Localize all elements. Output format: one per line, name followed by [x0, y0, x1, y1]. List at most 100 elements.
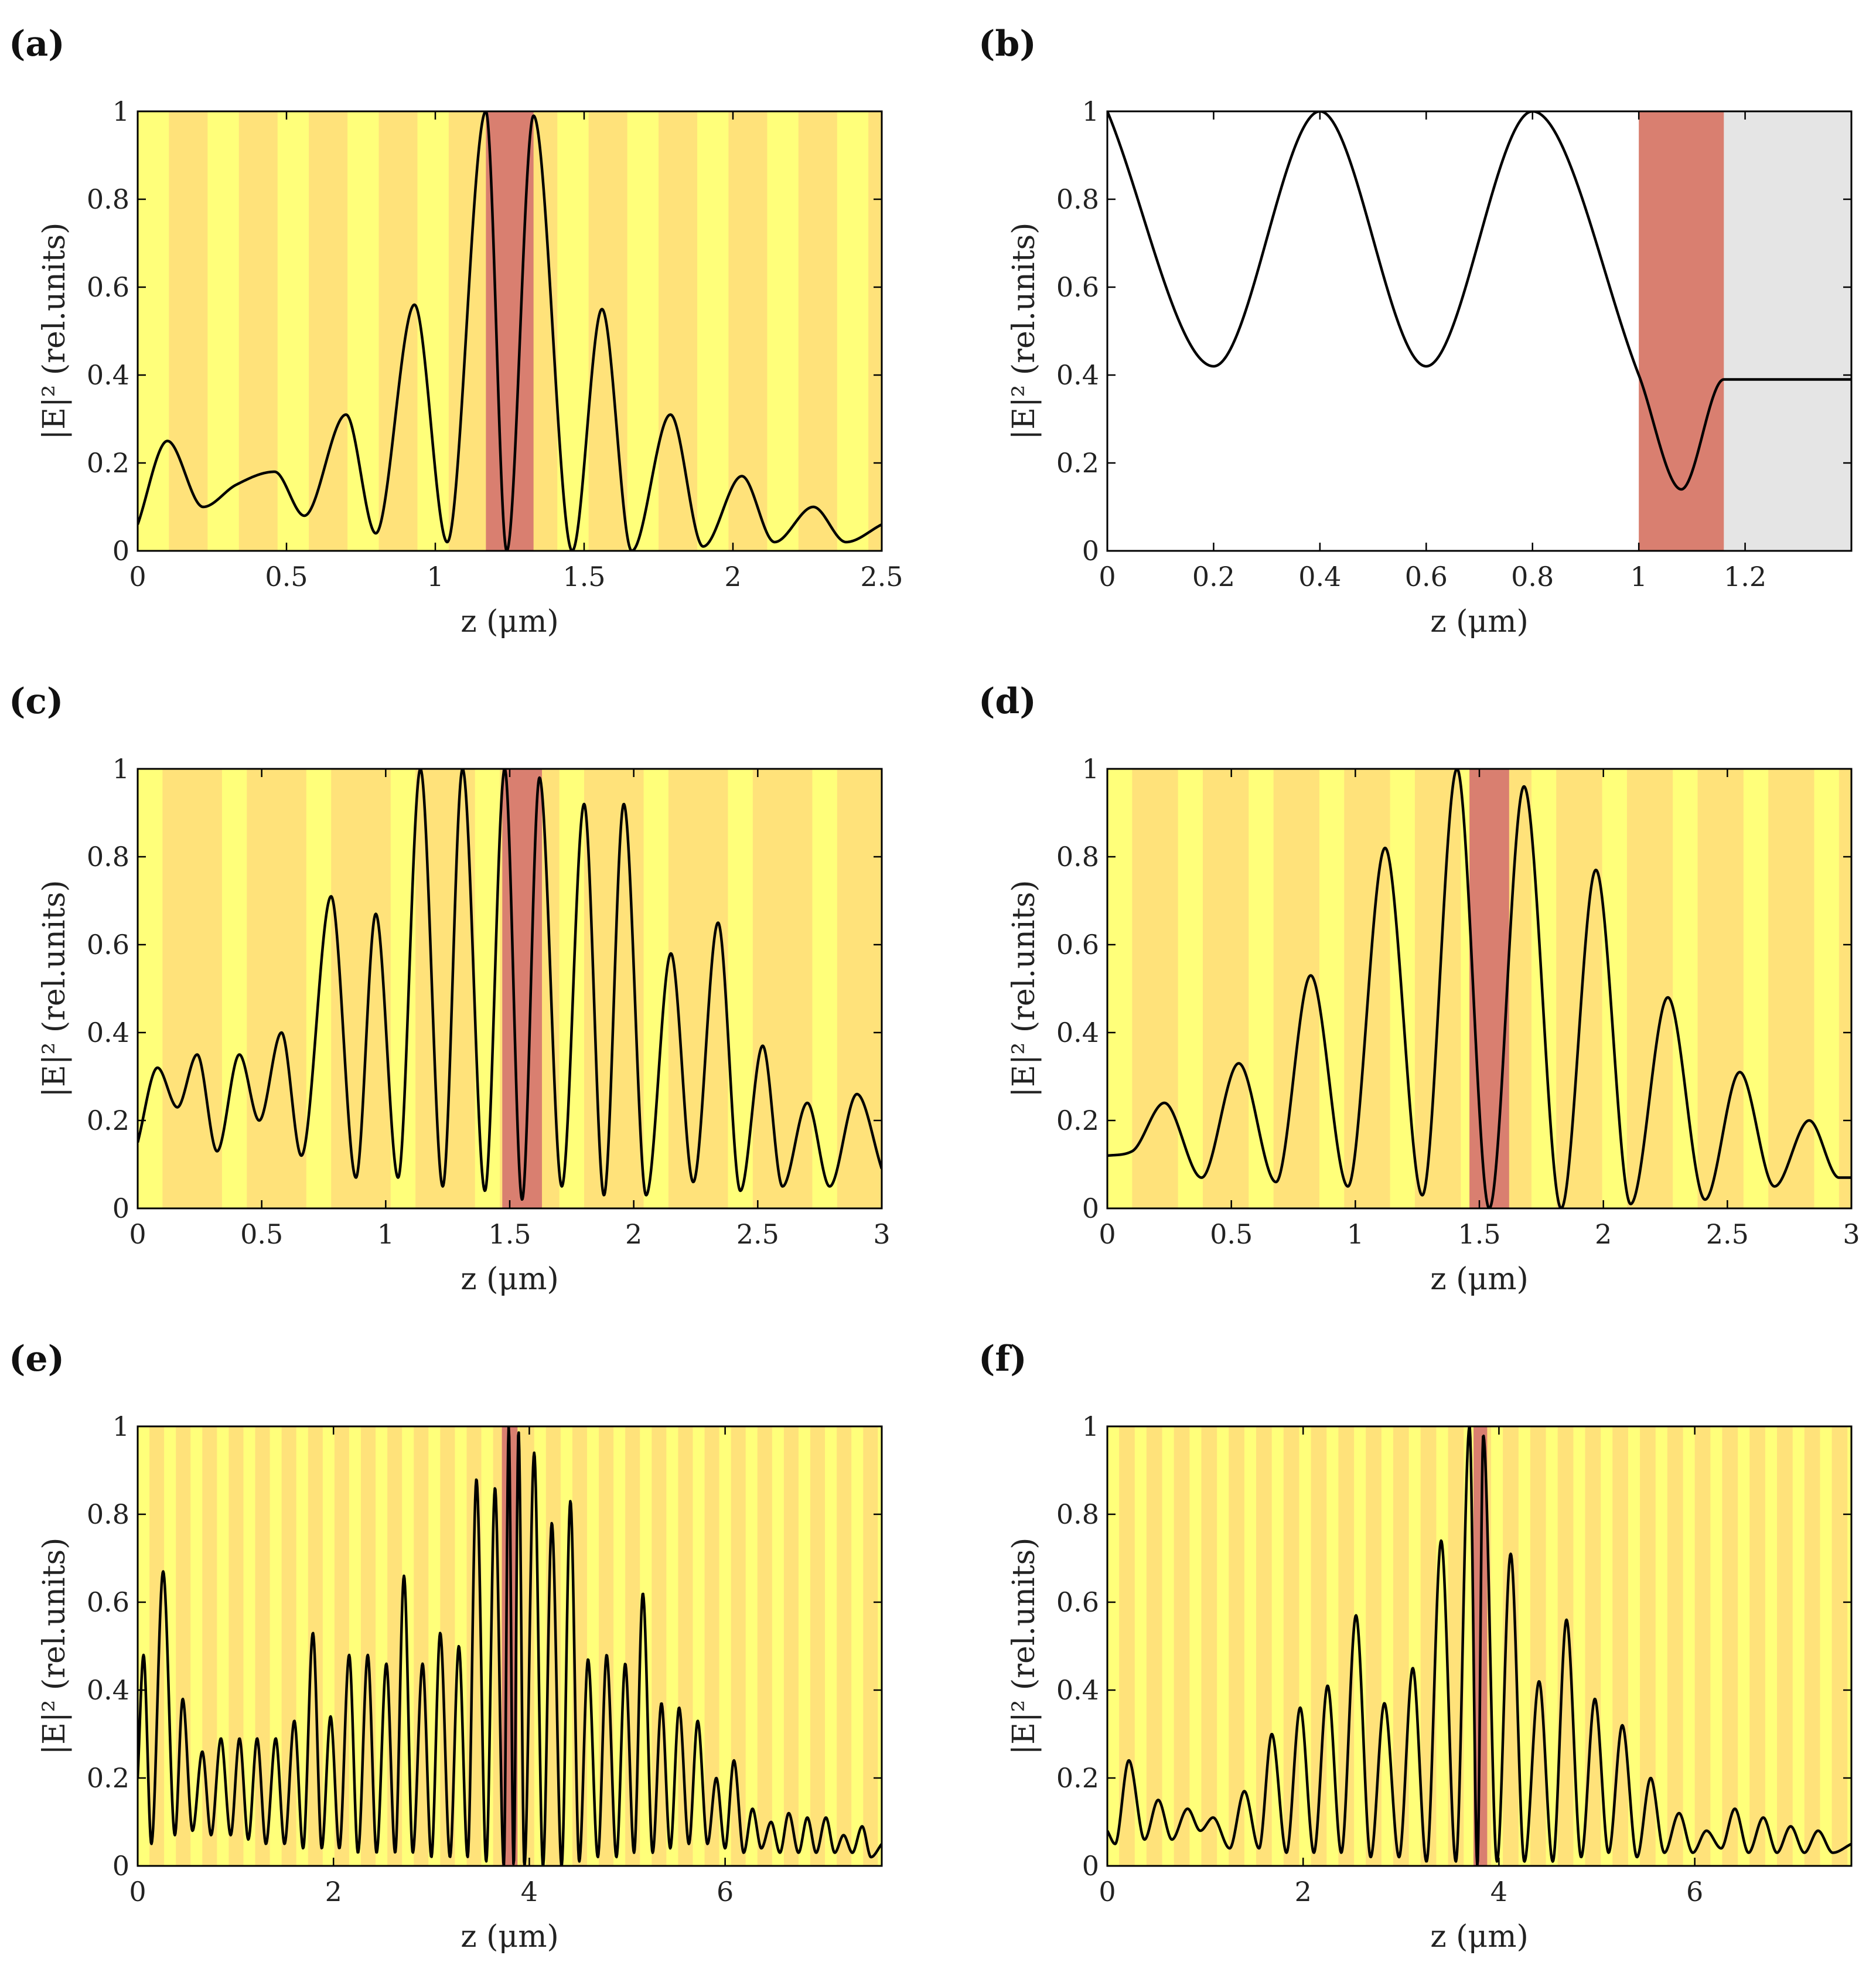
y-tick-label: 0 [1082, 1193, 1099, 1224]
dark-layer-band [228, 1426, 244, 1866]
x-tick-label: 1 [1631, 561, 1648, 592]
dark-layer-band [1256, 1426, 1272, 1866]
dark-layer-band [1448, 1426, 1464, 1866]
dark-layer-band [1344, 769, 1390, 1208]
y-axis-label: |E|² (rel.units) [1007, 223, 1042, 440]
dark-layer-band [1831, 1426, 1848, 1866]
substrate-region [1724, 111, 1851, 551]
dark-layer-band [149, 1426, 165, 1866]
y-tick-label: 0.4 [87, 359, 129, 391]
x-tick-label: 1 [1347, 1218, 1364, 1250]
dark-layer-band [1722, 1426, 1738, 1866]
x-tick-label: 0 [1099, 1218, 1116, 1250]
x-tick-label: 1.2 [1724, 561, 1766, 592]
dark-layer-band [1414, 769, 1461, 1208]
y-tick-label: 0.6 [1056, 929, 1099, 960]
chart-panel-f: 0 2 4 6 0 0.2 0.4 0.6 0.8 1 z (μm) |E|² (rel.units)… [978, 1338, 1853, 1954]
y-tick-label: 0.8 [1056, 183, 1099, 215]
y-tick-label: 0.2 [1056, 447, 1099, 479]
x-axis-label: z (μm) [461, 604, 559, 639]
plot-area [1107, 111, 1851, 551]
chart-panel-e: 0 2 4 6 0 0.2 0.4 0.6 0.8 1 z (μm) |E|² (rel.units)… [9, 1338, 883, 1954]
dark-layer-band [1119, 1426, 1135, 1866]
x-axis-label: z (μm) [1430, 1919, 1529, 1954]
dark-layer-band [448, 111, 487, 551]
x-tick-label: 0 [1099, 561, 1116, 592]
panel-label-f: (f) [978, 1338, 1027, 1379]
x-tick-label: 2.5 [1706, 1218, 1749, 1250]
field-intensity-curve [1107, 769, 1851, 1208]
dark-layer-band [1201, 1426, 1217, 1866]
dark-layer-band [1839, 769, 1851, 1208]
x-tick-label: 4 [521, 1876, 538, 1908]
dark-layer-band [1174, 1426, 1190, 1866]
x-tick-label: 0.2 [1192, 561, 1235, 592]
x-tick-label: 6 [717, 1876, 734, 1908]
y-tick-label: 0.6 [87, 929, 129, 960]
plot-area [138, 769, 882, 1208]
plot-frame [137, 110, 883, 552]
dark-layer-band [1273, 769, 1319, 1208]
x-tick-label: 1 [377, 1218, 394, 1250]
dark-layer-band [752, 769, 813, 1208]
dark-layer-band [810, 1426, 826, 1866]
dark-layer-band [1393, 1426, 1409, 1866]
y-axis-label: |E|² (rel.units) [1007, 880, 1042, 1098]
plot-area [1107, 769, 1851, 1208]
dark-layer-band [1557, 1426, 1574, 1866]
x-tick-label: 1.5 [1458, 1218, 1500, 1250]
y-tick-label: 0.8 [1056, 841, 1099, 873]
y-tick-label: 0.8 [87, 1498, 129, 1530]
x-tick-label: 0.6 [1405, 561, 1448, 592]
x-tick-label: 2.5 [736, 1218, 779, 1250]
x-tick-label: 0.5 [240, 1218, 283, 1250]
x-tick-label: 3 [873, 1218, 890, 1250]
y-axis-label: |E|² (rel.units) [1007, 1538, 1042, 1755]
dark-layer-band [868, 111, 882, 551]
y-tick-label: 0.2 [87, 1105, 129, 1136]
x-tick-label: 2 [625, 1218, 642, 1250]
dark-layer-band [1640, 1426, 1656, 1866]
chart-panel-b: 0 0.2 0.4 0.6 0.8 1 1.2 0 0.2 0.4 0.6 0.8 1 z (μm) |E|… [978, 23, 1853, 639]
dark-layer-band [1667, 1426, 1683, 1866]
y-tick-label: 1 [1082, 1411, 1099, 1442]
field-intensity-curve [138, 1426, 882, 1866]
dark-layer-band [238, 111, 278, 551]
y-tick-label: 0.6 [1056, 271, 1099, 303]
dark-layer-band [704, 1426, 719, 1866]
dark-layer-band [668, 769, 728, 1208]
y-tick-label: 0 [112, 1193, 129, 1224]
x-axis-label: z (μm) [1430, 604, 1529, 639]
dark-layer-band [309, 111, 348, 551]
dark-layer-band [1420, 1426, 1437, 1866]
x-tick-label: 0 [129, 1218, 146, 1250]
x-tick-label: 0.5 [1210, 1218, 1253, 1250]
field-intensity-curve [1107, 111, 1851, 491]
plot-frame [1106, 110, 1853, 552]
chart-panel-d: 0 0.5 1 1.5 2 2.5 3 0 0.2 0.4 0.6 0.8 1 z (μm) |E|² (r… [978, 681, 1860, 1297]
y-tick-label: 0.8 [87, 841, 129, 873]
y-tick-label: 0.6 [87, 1586, 129, 1618]
x-tick-label: 1 [427, 561, 444, 592]
dark-layer-band [415, 769, 475, 1208]
y-axis-label: |E|² (rel.units) [37, 1538, 72, 1755]
y-tick-label: 0 [1082, 1850, 1099, 1882]
field-intensity-curve [138, 111, 882, 551]
dark-layer-band [863, 1426, 878, 1866]
x-tick-label: 2 [325, 1876, 342, 1908]
plot-frame [1106, 1425, 1853, 1867]
dark-layer-band [652, 1426, 667, 1866]
y-tick-label: 0.2 [1056, 1105, 1099, 1136]
dark-layer-band [1530, 1426, 1546, 1866]
y-tick-label: 1 [112, 96, 129, 127]
y-tick-label: 0.4 [1056, 359, 1099, 391]
x-tick-label: 0 [129, 1876, 146, 1908]
panel-label-d: (d) [978, 681, 1036, 722]
dark-layer-band [1804, 1426, 1820, 1866]
x-tick-label: 2.5 [860, 561, 903, 592]
y-tick-label: 1 [1082, 753, 1099, 785]
plot-area [1107, 1426, 1851, 1866]
y-tick-label: 0 [112, 535, 129, 567]
y-tick-label: 0.4 [1056, 1674, 1099, 1706]
field-intensity-curve [138, 769, 882, 1201]
